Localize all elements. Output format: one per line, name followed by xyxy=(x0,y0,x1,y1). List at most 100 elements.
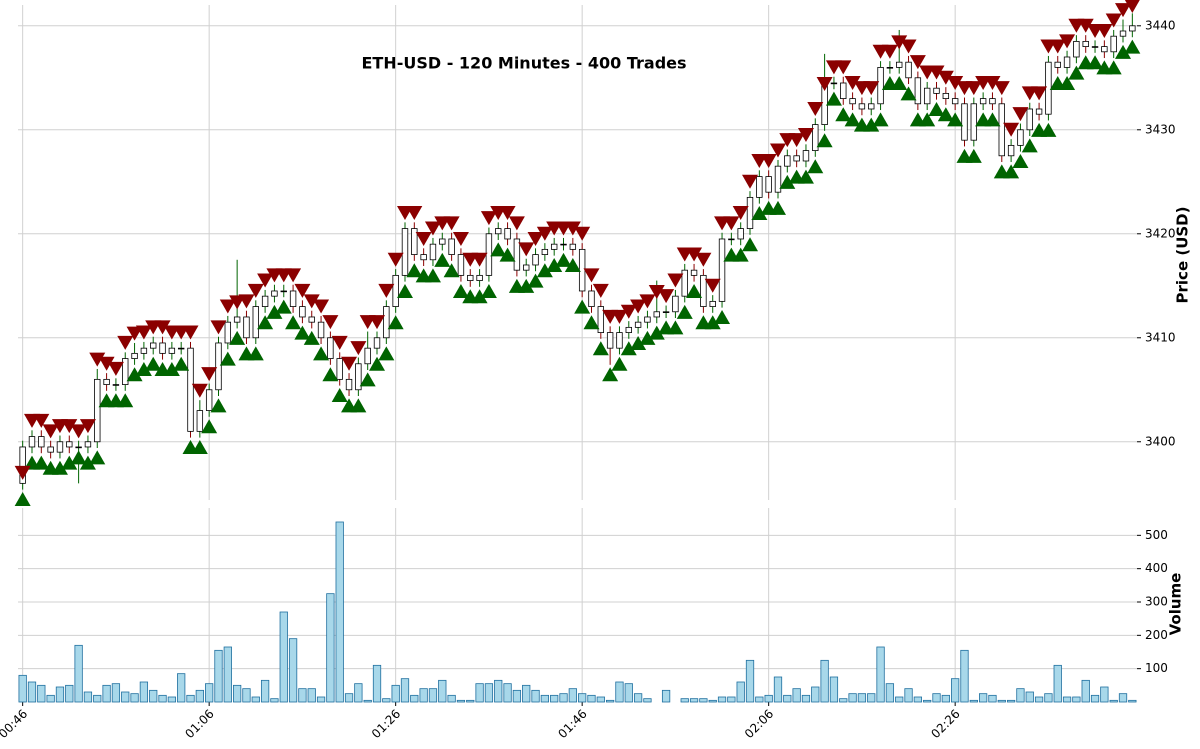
volume-bar xyxy=(316,696,326,703)
candle-body xyxy=(700,274,707,307)
buy-marker xyxy=(331,388,348,403)
candle-body xyxy=(868,103,875,110)
sell-marker xyxy=(704,278,721,293)
buy-marker xyxy=(797,169,814,184)
candle-body xyxy=(103,378,110,385)
candle-body xyxy=(131,352,138,359)
volume-bar xyxy=(857,693,867,703)
buy-marker xyxy=(1021,138,1038,153)
y-tick-label: 200 xyxy=(1145,628,1168,642)
candle-body xyxy=(289,290,297,307)
sell-marker xyxy=(369,315,386,330)
volume-bar xyxy=(233,684,242,703)
sell-marker xyxy=(1077,18,1094,33)
volume-bar xyxy=(755,696,764,703)
candle-body xyxy=(373,337,381,349)
sell-marker xyxy=(378,283,395,298)
volume-bar xyxy=(811,686,820,703)
candle-body xyxy=(1101,46,1108,53)
sell-marker xyxy=(471,252,488,267)
sell-marker xyxy=(303,294,320,309)
volume-bar xyxy=(1118,693,1128,703)
volume-bar xyxy=(829,676,839,703)
volume-bar xyxy=(1100,686,1109,703)
buy-marker xyxy=(145,356,162,371)
volume-bar xyxy=(18,674,27,703)
volume-bar xyxy=(587,694,596,703)
sell-marker xyxy=(135,325,152,340)
candle-body xyxy=(1045,61,1052,115)
volume-bar xyxy=(55,686,65,703)
buy-marker xyxy=(648,325,665,340)
candle-body xyxy=(951,98,959,105)
volume-bar xyxy=(260,679,270,703)
buy-marker xyxy=(247,346,264,361)
candle-body xyxy=(979,98,987,105)
buy-marker xyxy=(378,346,395,361)
candle-body xyxy=(998,103,1005,157)
volume-bar xyxy=(326,593,335,703)
buy-marker xyxy=(1068,65,1085,80)
buy-marker xyxy=(564,258,581,273)
candle-body xyxy=(122,358,129,385)
candle-body xyxy=(933,87,940,94)
candle-body xyxy=(429,243,437,261)
candle-body xyxy=(467,274,474,281)
y-tick-label: 100 xyxy=(1145,661,1168,675)
candle-body xyxy=(383,306,390,339)
buy-marker xyxy=(872,112,889,127)
candle-body xyxy=(84,441,92,448)
candle-body xyxy=(597,306,605,333)
buy-marker xyxy=(126,367,143,382)
buy-marker xyxy=(1105,60,1122,75)
y-tick-label: 3430 xyxy=(1145,122,1176,136)
volume-bar xyxy=(186,694,195,703)
volume-bar xyxy=(773,676,783,703)
buy-marker xyxy=(443,263,460,278)
candle-body xyxy=(550,243,558,250)
candle-body xyxy=(793,155,800,162)
candle-body xyxy=(625,326,632,333)
buy-marker xyxy=(51,460,68,475)
candle-body xyxy=(690,269,698,276)
candle-body xyxy=(1119,30,1127,37)
candle-body xyxy=(784,155,791,167)
buy-marker xyxy=(173,356,190,371)
candle-body xyxy=(989,98,996,105)
volume-bar xyxy=(904,688,913,703)
candle-body xyxy=(392,274,399,307)
volume-bar xyxy=(708,699,717,703)
y-tick-label: 3420 xyxy=(1145,226,1176,240)
candle-body xyxy=(560,243,567,246)
buy-marker xyxy=(480,284,497,299)
sell-marker xyxy=(443,216,460,231)
sell-marker xyxy=(331,335,348,350)
buy-marker xyxy=(630,336,647,351)
sell-marker xyxy=(723,216,740,231)
candle-body xyxy=(942,92,950,99)
buy-marker xyxy=(602,367,619,382)
sell-marker xyxy=(835,60,852,75)
sell-marker xyxy=(760,153,777,168)
volume-bar xyxy=(149,689,158,703)
volume-bar xyxy=(494,679,503,703)
sell-marker xyxy=(564,221,581,236)
buy-marker xyxy=(592,341,609,356)
buy-marker xyxy=(1115,44,1132,59)
buy-marker xyxy=(863,117,880,132)
candle-body xyxy=(66,441,73,448)
buy-marker xyxy=(210,398,227,413)
y-tick-label: 500 xyxy=(1145,528,1168,542)
volume-bar xyxy=(419,688,428,703)
sell-marker xyxy=(667,273,684,288)
buy-marker xyxy=(406,263,423,278)
sell-marker xyxy=(452,231,469,246)
candle-body xyxy=(1073,40,1080,58)
sell-marker xyxy=(191,383,208,398)
volume-bar xyxy=(1006,699,1016,703)
volume-bar xyxy=(932,693,941,703)
buy-marker xyxy=(322,367,339,382)
buy-marker xyxy=(704,315,721,330)
candle-body xyxy=(401,228,409,276)
